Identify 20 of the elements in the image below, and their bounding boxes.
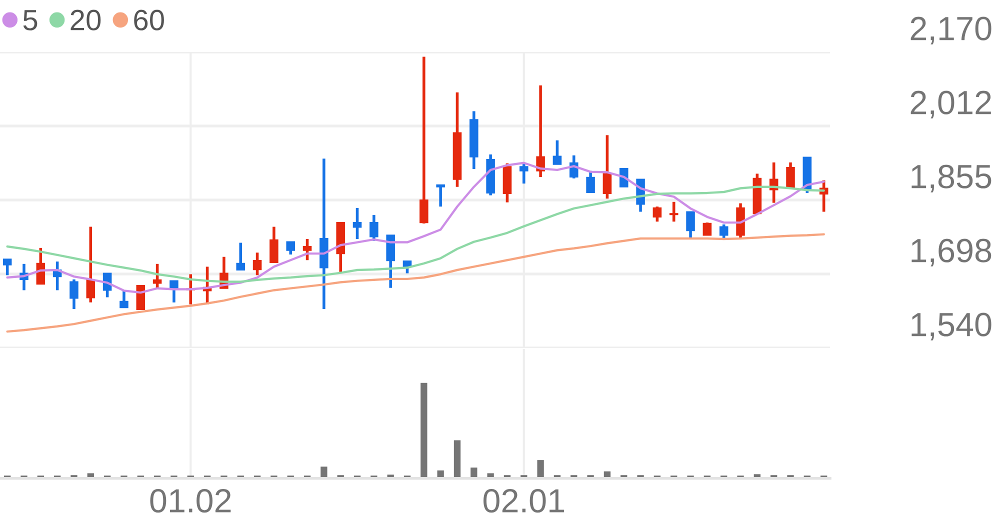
bar <box>754 474 761 477</box>
legend-label: 60 <box>134 10 164 30</box>
bar <box>537 460 544 477</box>
bar <box>87 473 94 477</box>
legend-label: 5 <box>23 10 38 30</box>
bar <box>470 468 478 477</box>
y-tick-label: 2,170 <box>910 16 992 44</box>
x-tick-label: 01.02 <box>150 488 231 513</box>
bar <box>487 473 494 477</box>
x-tick-label: 02.01 <box>483 488 564 513</box>
y-tick-label: 1,698 <box>912 238 992 266</box>
bar <box>420 382 428 477</box>
y-tick-label: 1,855 <box>912 164 992 192</box>
y-tick-label: 2,012 <box>910 90 991 118</box>
y-tick-label: 1,540 <box>912 312 992 340</box>
bar <box>454 440 461 477</box>
bar <box>320 466 328 477</box>
bar <box>604 471 611 477</box>
legend-label: 20 <box>70 10 101 30</box>
bar <box>437 470 444 477</box>
